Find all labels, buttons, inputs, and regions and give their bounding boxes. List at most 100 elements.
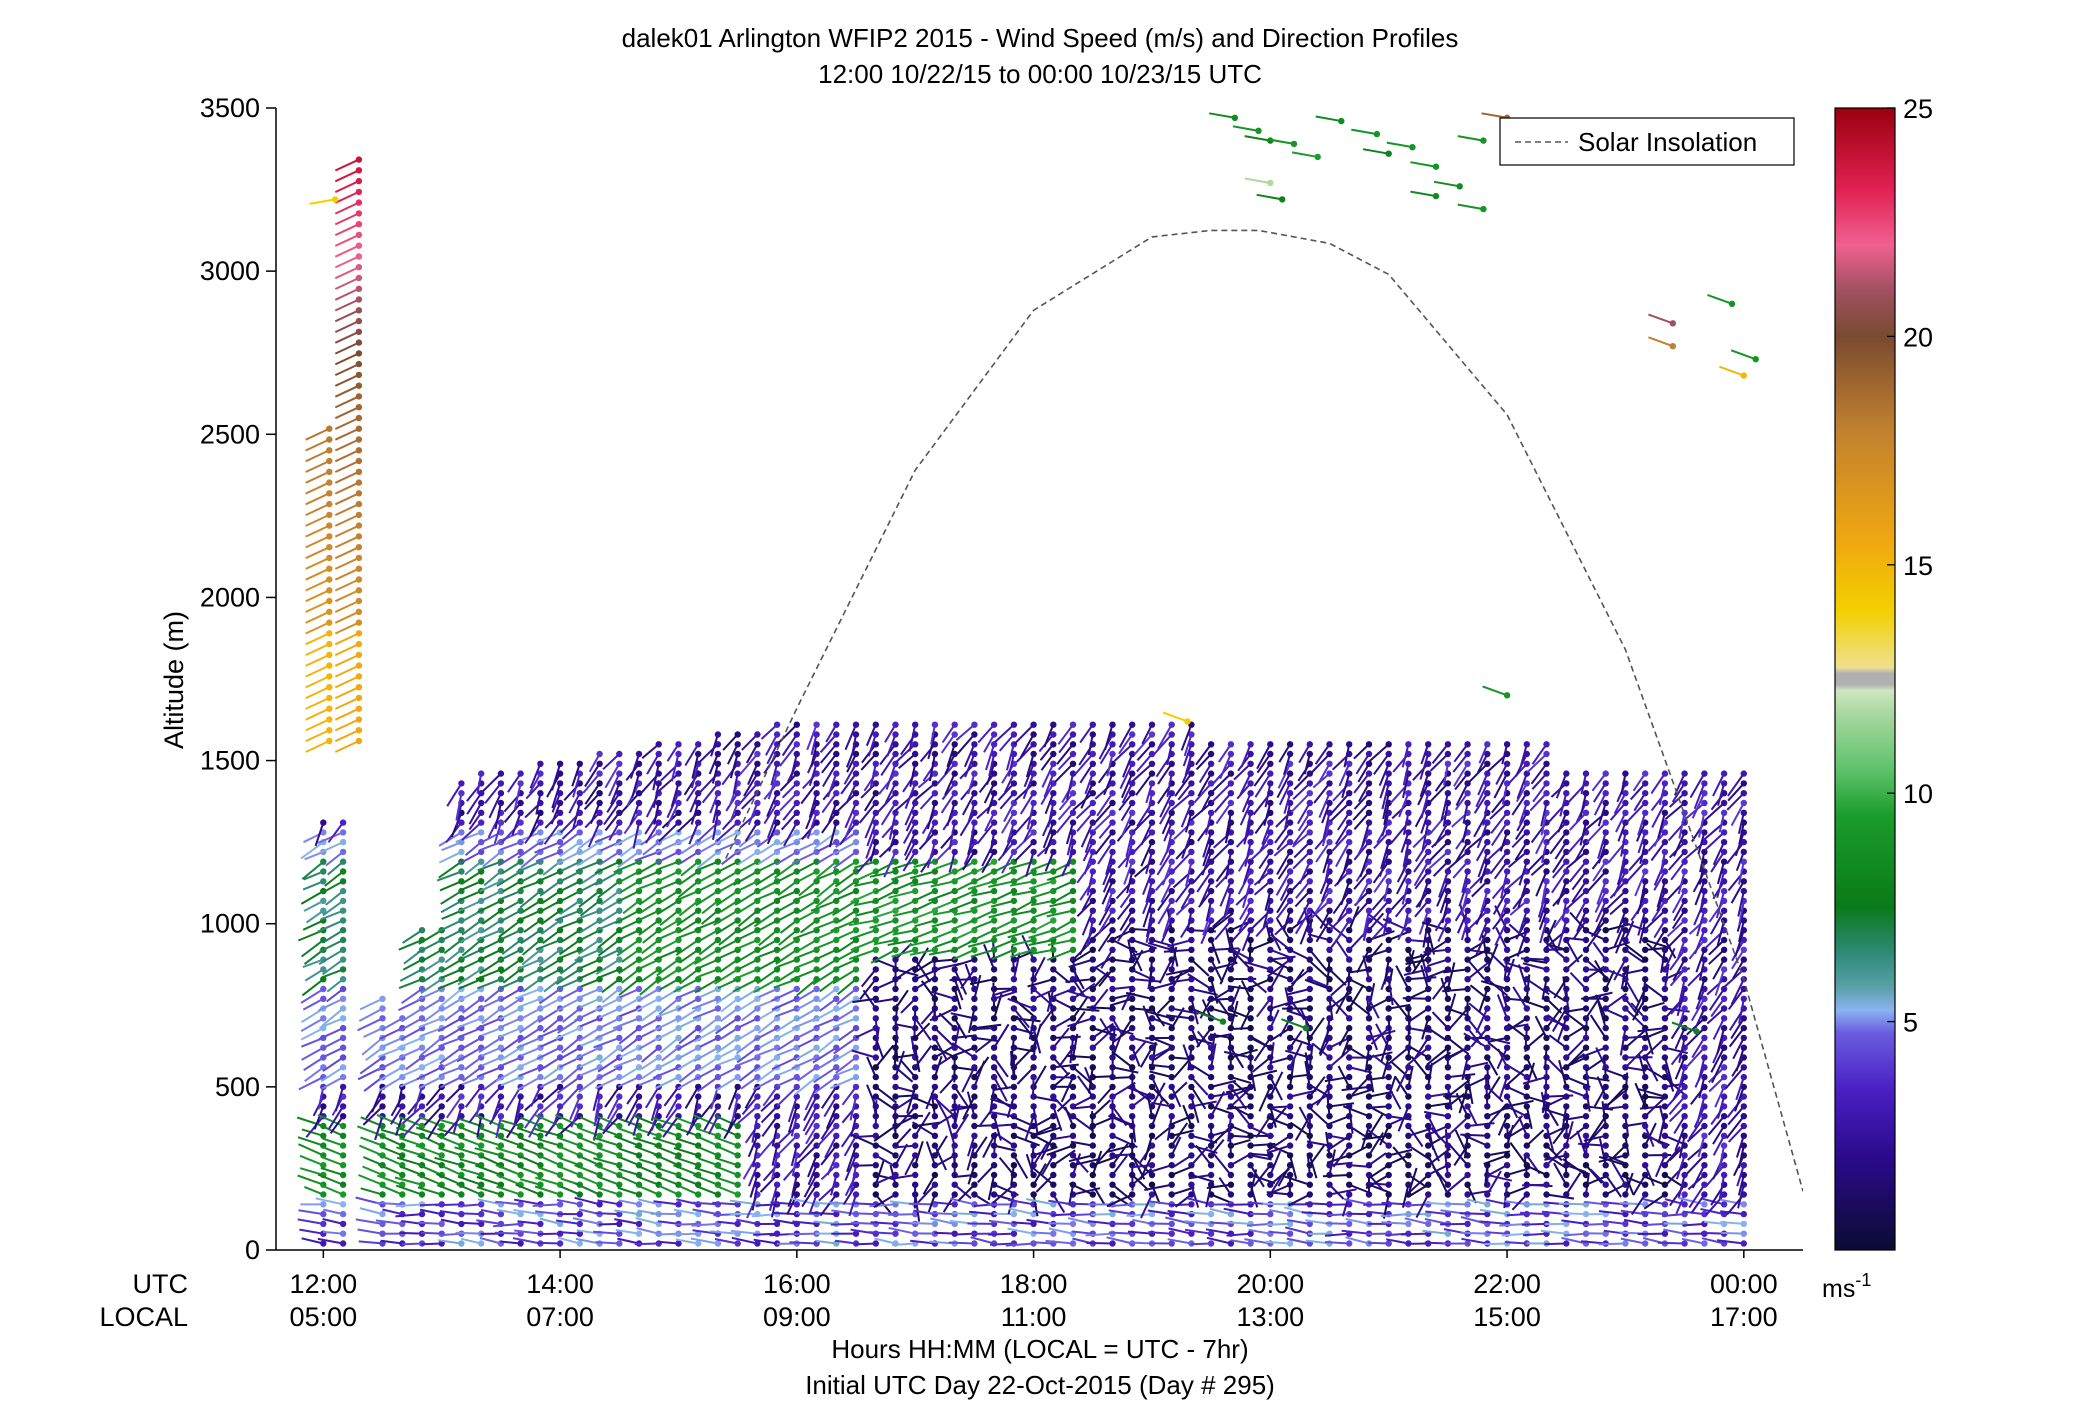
wind-barb [417,1163,443,1176]
wind-barb-dot [635,1220,643,1228]
wind-barb [321,1037,344,1050]
wind-barb [691,753,700,779]
wind-barb-dot [872,927,879,934]
wind-barb [297,1136,324,1147]
wind-barb-dot [813,985,820,993]
wind-barb-dot [1306,1044,1314,1051]
wind-barb [732,968,758,981]
wind-barb [753,1027,778,1042]
wind-barb-dot [773,838,781,846]
wind-barb [754,890,778,902]
wind-barb [695,1127,719,1137]
wind-barb [642,929,660,944]
wind-barb [1048,1222,1074,1225]
wind-barb-dot [497,1103,505,1110]
wind-barb-dot [1207,1113,1215,1120]
wind-barb-dot [1010,868,1018,875]
wind-barb [599,1046,620,1064]
wind-barb-dot [576,1210,583,1218]
wind-barb [813,1017,837,1029]
wind-barb-dot [892,829,899,836]
wind-barb [757,1017,778,1034]
wind-barb-dot [1109,976,1116,983]
wind-barb [659,978,679,991]
wind-barb-dot [1129,1005,1136,1012]
wind-barb-dot [793,927,800,934]
wind-barb [640,831,660,846]
wind-barb [610,783,621,805]
wind-barb-dot [813,1152,820,1159]
wind-barb [758,929,778,947]
wind-barb [522,978,541,993]
wind-barb [326,988,344,1003]
wind-barb-dot [1069,917,1077,924]
wind-barb [477,997,502,1011]
wind-barb [457,968,482,986]
wind-barb-dot [1109,1015,1116,1022]
wind-barb-dot [438,1054,445,1061]
wind-barb [422,968,443,983]
wind-barb-dot [320,1201,327,1208]
wind-barb [621,949,640,963]
wind-barb [629,753,640,779]
wind-barb [532,1203,561,1207]
wind-barb-dot [1227,1073,1235,1081]
wind-barb-dot [754,1162,761,1169]
wind-barb-dot [1286,1054,1294,1061]
wind-barb [524,821,542,844]
wind-barb-dot [872,760,879,767]
wind-barb [766,822,779,845]
wind-barb-dot [734,809,741,816]
wind-barb-dot [1069,741,1077,748]
wind-barb [729,753,739,779]
wind-barb [1032,1106,1039,1134]
wind-barb-dot [1247,1024,1254,1032]
wind-barb-dot [813,1113,820,1120]
wind-barb [458,988,482,1002]
wind-barb-dot [1109,1152,1116,1159]
wind-barb-dot [497,887,505,895]
wind-barb [321,1156,344,1167]
wind-barb-dot [517,799,524,807]
wind-barb [298,1143,324,1157]
wind-barb-dot [754,956,761,963]
wind-barb-dot [596,770,603,777]
wind-barb-dot [596,829,603,836]
wind-barb [446,782,463,807]
wind-barb-dot [971,1103,978,1110]
wind-barb-dot [1148,1005,1156,1012]
wind-barb-dot [1069,1240,1077,1247]
wind-barb [753,978,778,994]
wind-barb [711,763,719,784]
wind-barb [808,1194,818,1215]
wind-barb-dot [695,1240,702,1247]
wind-barb-dot [458,1152,465,1159]
wind-barb [521,900,541,914]
wind-barb [438,860,463,879]
wind-barb [521,949,541,966]
wind-barb [557,919,581,930]
wind-barb [948,1241,975,1245]
wind-barb-dot [971,1093,978,1100]
wind-barb [476,773,483,794]
wind-barb [422,1136,443,1147]
wind-barb [708,753,719,775]
wind-barb [532,1127,561,1137]
wind-barb-dot [1207,1083,1215,1091]
wind-barb-dot [754,731,761,738]
wind-barb [805,1125,818,1145]
wind-barb-dot [1030,1005,1037,1012]
wind-barb [382,1146,403,1157]
wind-barb-dot [892,1181,899,1188]
wind-barb-dot [576,819,583,826]
wind-barb-dot [576,1142,583,1149]
wind-barb [377,1163,403,1176]
wind-barb-dot [931,1142,939,1149]
wind-barb [738,1017,758,1029]
wind-barb [440,900,462,914]
wind-barb-dot [1089,976,1097,983]
wind-barb [596,919,620,931]
wind-barb [417,1186,443,1196]
wind-barb-dot [1129,917,1136,924]
wind-barb [481,1027,502,1037]
